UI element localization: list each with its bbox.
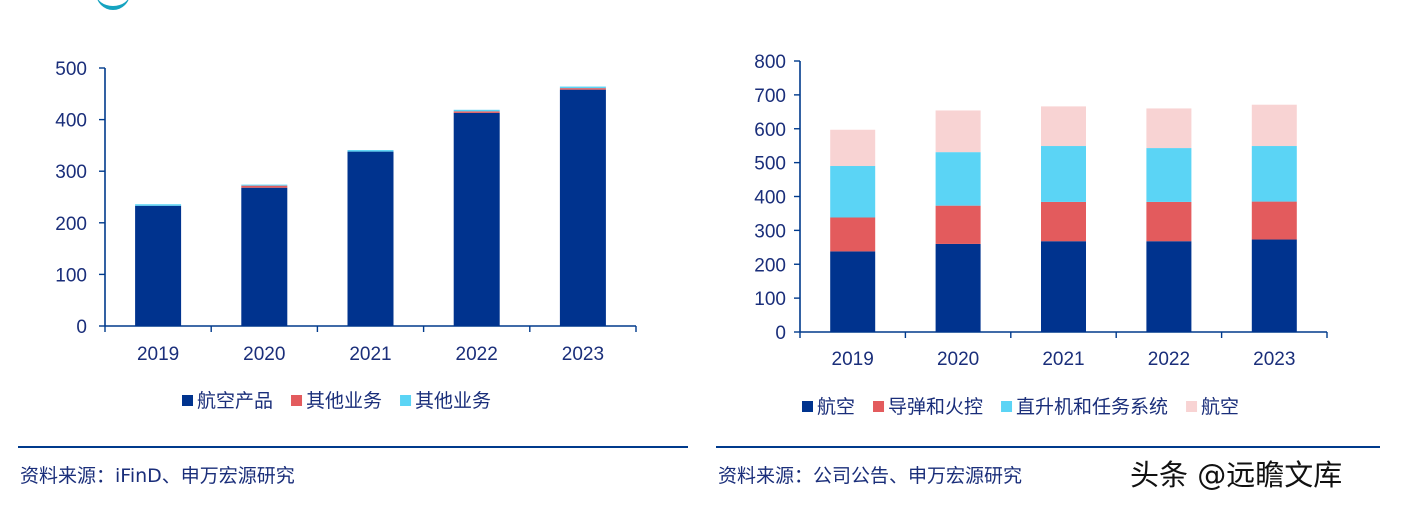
right-legend-swatch-2 [1001,401,1013,412]
right-bar-2020-series-3 [935,110,981,153]
right-legend-swatch-1 [873,401,885,412]
left-legend-swatch-2 [400,395,412,406]
right-legend-label-2: 直升机和任务系统 [1016,396,1168,418]
left-source-note: 资料来源：iFinD、申万宏源研究 [20,465,295,487]
left-bar-2021-series-0 [347,151,394,326]
right-y-tick-label: 400 [754,188,786,209]
left-divider [18,446,688,448]
watermark: 头条 @远瞻文库 [1130,458,1343,492]
right-bar-2020-series-1 [935,205,981,244]
left-bar-2022-series-1 [453,111,500,113]
right-bar-2020-series-2 [935,152,981,206]
right-x-tick-label: 2021 [1042,349,1084,370]
left-y-tick-label: 500 [55,59,87,80]
left-bar-2020-series-0 [241,187,288,326]
left-bar-2023-series-0 [559,89,606,326]
left-bar-2020-series-2 [241,184,288,186]
right-y-tick-label: 800 [754,52,786,73]
left-y-tick-label: 400 [55,111,87,132]
right-bar-2023-series-2 [1251,146,1297,202]
left-legend-label-0: 航空产品 [197,390,273,412]
left-legend-swatch-1 [291,395,303,406]
right-bar-2022-series-0 [1146,241,1192,332]
left-x-tick-label: 2022 [456,344,498,365]
left-x-tick-label: 2019 [137,344,179,365]
right-bar-2019-series-0 [830,251,876,332]
left-y-tick-label: 300 [55,162,87,183]
right-bar-2019-series-3 [830,129,876,167]
right-y-tick-label: 600 [754,120,786,141]
right-bar-2023-series-0 [1251,239,1297,332]
left-legend-label-2: 其他业务 [415,390,491,412]
right-bar-2021-series-2 [1041,146,1086,202]
left-x-tick-label: 2020 [243,344,285,365]
left-bar-2019-series-0 [135,205,182,326]
right-x-tick-label: 2022 [1148,349,1190,370]
left-x-tick-label: 2021 [349,344,391,365]
right-y-tick-label: 200 [754,255,786,276]
right-x-tick-label: 2020 [937,349,979,370]
right-x-tick-label: 2019 [832,349,874,370]
right-x-tick-label: 2023 [1253,349,1295,370]
right-bar-2019-series-1 [830,217,876,252]
right-bar-2022-series-1 [1146,201,1192,242]
right-divider [716,446,1380,448]
right-bar-2022-series-3 [1146,108,1192,149]
left-y-tick-label: 200 [55,214,87,235]
left-bar-2023-series-2 [559,86,606,89]
left-bar-2022-series-0 [453,112,500,326]
left-y-tick-label: 100 [55,265,87,286]
right-legend-swatch-3 [1186,401,1198,412]
right-legend-label-3: 航空 [1201,396,1239,418]
right-bar-2021-series-1 [1041,201,1086,242]
right-y-tick-label: 0 [775,323,786,344]
left-bar-2019-series-2 [135,204,182,206]
left-bar-2021-series-2 [347,150,394,152]
right-bar-2023-series-1 [1251,201,1297,240]
right-bar-2021-series-0 [1041,241,1086,332]
right-y-tick-label: 300 [754,221,786,242]
left-bar-2020-series-1 [241,185,288,188]
right-legend-label-0: 航空 [817,396,855,418]
right-bar-2022-series-2 [1146,148,1192,202]
left-x-tick-label: 2023 [562,344,604,365]
left-legend-swatch-0 [182,395,193,406]
right-bar-2019-series-2 [830,166,876,218]
left-bar-2022-series-2 [453,109,500,112]
right-y-tick-label: 100 [754,289,786,310]
right-bar-2023-series-3 [1251,104,1297,147]
right-y-tick-label: 700 [754,86,786,107]
right-bar-2020-series-0 [935,243,981,332]
left-legend-label-1: 其他业务 [306,390,382,412]
left-bar-2023-series-1 [559,88,606,90]
right-bar-2021-series-3 [1041,106,1086,147]
right-source-note: 资料来源：公司公告、申万宏源研究 [718,465,1023,487]
right-legend-swatch-0 [802,401,813,412]
right-legend-label-1: 导弹和火控 [888,396,983,418]
right-y-tick-label: 500 [754,154,786,175]
corner-decoration [96,0,130,10]
left-y-tick-label: 0 [76,317,87,338]
